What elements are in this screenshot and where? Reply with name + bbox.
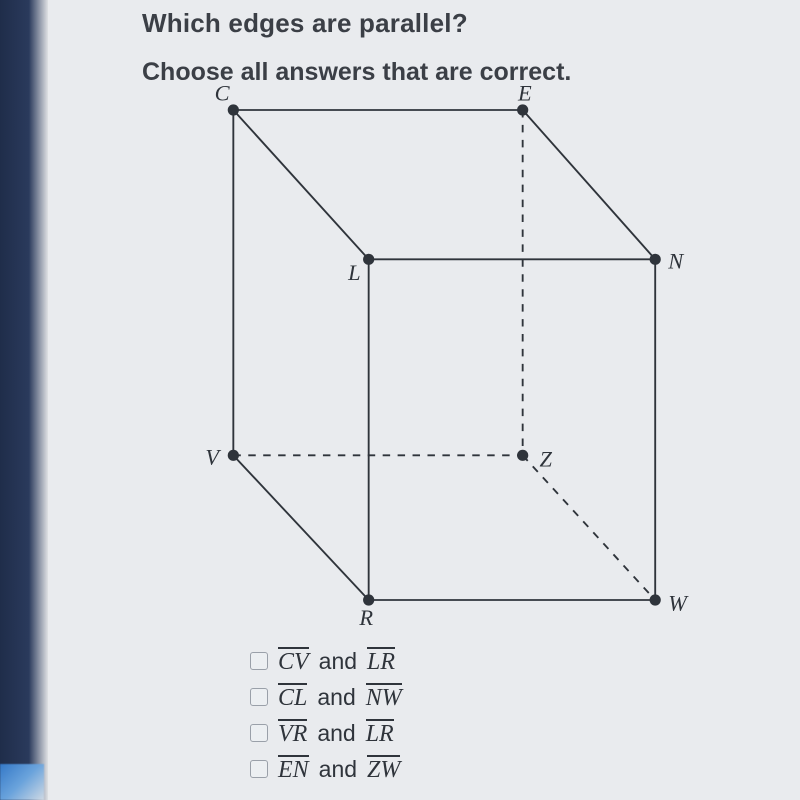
cube-vertices xyxy=(228,104,661,605)
vertex-dot-W xyxy=(650,594,661,605)
segment-label: EN xyxy=(278,755,309,784)
vertex-dot-R xyxy=(363,594,374,605)
vertex-label-E: E xyxy=(517,82,532,106)
answer-row[interactable]: EN and ZW xyxy=(250,752,402,786)
vertex-dot-N xyxy=(650,254,661,265)
vertex-dot-V xyxy=(228,450,239,461)
cube-vertex-labels: C E L N V Z R W xyxy=(205,82,689,630)
content-pane: Which edges are parallel? Choose all ans… xyxy=(48,0,800,800)
vertex-label-V: V xyxy=(205,445,221,470)
answer-row[interactable]: VR and LR xyxy=(250,716,402,750)
vertex-label-L: L xyxy=(347,260,360,285)
segment-label: CL xyxy=(278,683,307,712)
cube-svg: C E L N V Z R W xyxy=(128,82,768,642)
cube-edges-dashed xyxy=(233,110,655,600)
answer-checkbox[interactable] xyxy=(250,724,268,742)
cube-edges-solid xyxy=(233,110,655,600)
vertex-label-C: C xyxy=(215,82,231,106)
vertex-label-W: W xyxy=(668,590,689,615)
vertex-dot-C xyxy=(228,104,239,115)
answer-row[interactable]: CL and NW xyxy=(250,680,402,714)
and-word: and xyxy=(317,684,355,711)
answer-checkbox[interactable] xyxy=(250,760,268,778)
question-text: Which edges are parallel? xyxy=(142,8,468,39)
vertex-dot-E xyxy=(517,104,528,115)
segment-label: LR xyxy=(366,719,394,748)
segment-label: VR xyxy=(278,719,307,748)
and-word: and xyxy=(319,648,357,675)
segment-label: NW xyxy=(366,683,402,712)
vertex-label-Z: Z xyxy=(539,447,552,472)
answer-checkbox[interactable] xyxy=(250,688,268,706)
cube-diagram: C E L N V Z R W xyxy=(128,82,768,642)
answer-list: CV and LRCL and NWVR and LREN and ZW xyxy=(250,644,402,786)
segment-label: CV xyxy=(278,647,309,676)
answer-row[interactable]: CV and LR xyxy=(250,644,402,678)
left-navy-strip xyxy=(0,0,48,800)
vertex-label-N: N xyxy=(667,249,684,274)
bottom-left-artifact xyxy=(0,764,44,800)
segment-label: LR xyxy=(367,647,395,676)
segment-label: ZW xyxy=(367,755,400,784)
vertex-dot-Z xyxy=(517,450,528,461)
answer-checkbox[interactable] xyxy=(250,652,268,670)
and-word: and xyxy=(319,756,357,783)
vertex-label-R: R xyxy=(358,605,373,630)
vertex-dot-L xyxy=(363,254,374,265)
and-word: and xyxy=(317,720,355,747)
